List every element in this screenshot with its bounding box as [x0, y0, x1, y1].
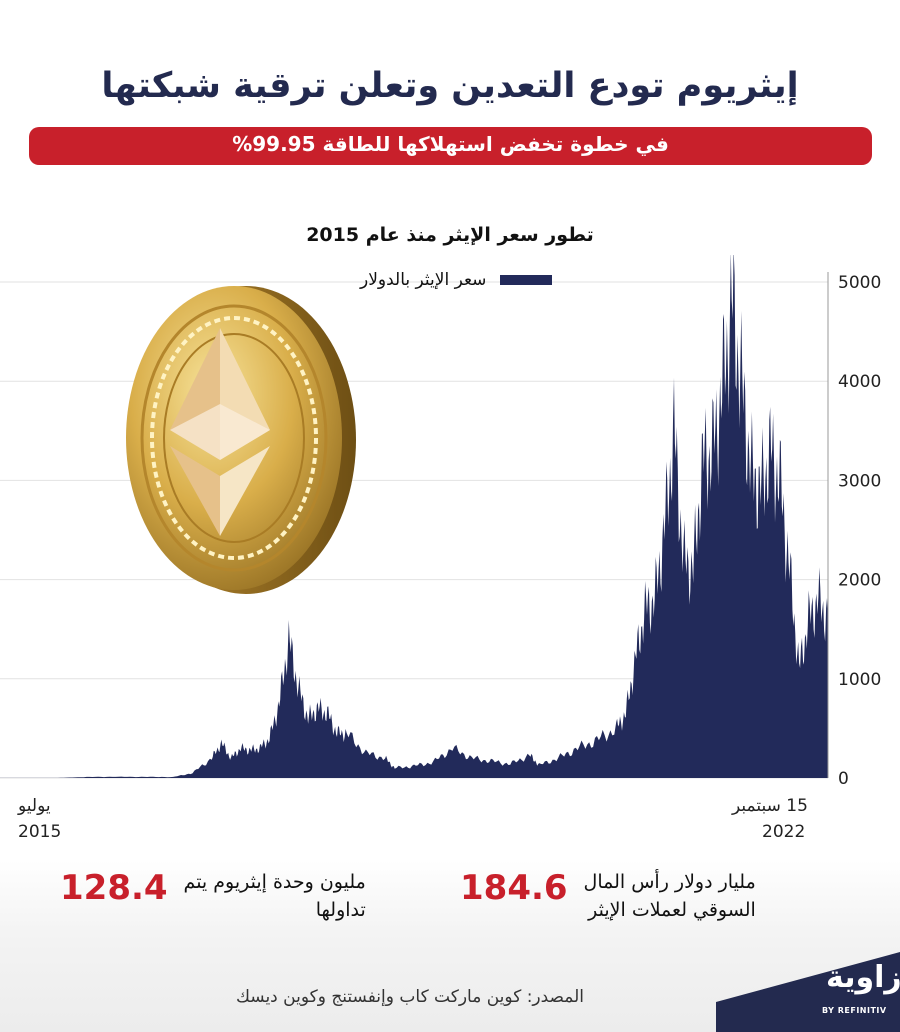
- y-tick-label: 2000: [838, 571, 881, 591]
- x-label-end-year: 2022: [762, 822, 806, 842]
- x-label-start-month: يوليو: [18, 796, 51, 816]
- page-title: إيثريوم تودع التعدين وتعلن ترقية شبكتها: [101, 66, 799, 106]
- y-tick-label: 4000: [838, 372, 881, 392]
- price-chart: 0 1000 2000 3000 4000 5000: [0, 255, 881, 789]
- stat-supply-label-line2: تداولها: [315, 899, 366, 921]
- stat-market-cap-label-line2: السوقي لعملات الإيثر: [588, 899, 756, 921]
- zawya-logo-icon: [716, 952, 900, 1032]
- chart-legend: سعر الإيثر بالدولار: [360, 270, 553, 290]
- logo-subtext: BY REFINITIV: [822, 1006, 887, 1015]
- stat-supply-label-line1: مليون وحدة إيثريوم يتم: [183, 871, 366, 893]
- stat-market-cap-label: مليار دولار رأس المال السوقي لعملات الإي…: [584, 868, 756, 924]
- chart-area-layer: [0, 255, 828, 778]
- subtitle-banner: في خطوة تخفض استهلاكها للطاقة 99.95%: [29, 127, 872, 165]
- y-tick-label: 0: [838, 769, 849, 789]
- x-label-end: 15 سبتمبر 2022: [732, 793, 808, 845]
- y-tick-label: 1000: [838, 670, 881, 690]
- x-label-start: يوليو 2015: [18, 793, 61, 845]
- ethereum-coin-icon: [126, 286, 356, 594]
- stat-supply-number: 128.4: [60, 868, 168, 908]
- chart-title: تطور سعر الإيثر منذ عام 2015: [306, 224, 594, 246]
- y-axis: 0 1000 2000 3000 4000 5000: [827, 272, 881, 789]
- logo-text: زاوية: [826, 960, 900, 995]
- subtitle-text: في خطوة تخفض استهلاكها للطاقة 99.95%: [232, 132, 669, 156]
- x-label-start-year: 2015: [18, 822, 62, 842]
- y-tick-label: 5000: [838, 273, 881, 293]
- stat-supply: مليون وحدة إيثريوم يتم تداولها 128.4: [60, 868, 366, 924]
- legend-label: سعر الإيثر بالدولار: [360, 270, 487, 290]
- x-label-end-day: 15 سبتمبر: [732, 796, 808, 816]
- stat-market-cap-number: 184.6: [460, 868, 568, 908]
- source-text: المصدر: كوين ماركت كاب وإنفستنج وكوين دي…: [235, 987, 585, 1007]
- y-tick-label: 3000: [838, 471, 881, 491]
- price-area-series: [0, 255, 828, 778]
- legend-swatch: [500, 275, 553, 285]
- stat-market-cap-label-line1: مليار دولار رأس المال: [583, 871, 756, 893]
- stat-market-cap: مليار دولار رأس المال السوقي لعملات الإي…: [460, 868, 756, 924]
- stat-supply-label: مليون وحدة إيثريوم يتم تداولها: [184, 868, 366, 924]
